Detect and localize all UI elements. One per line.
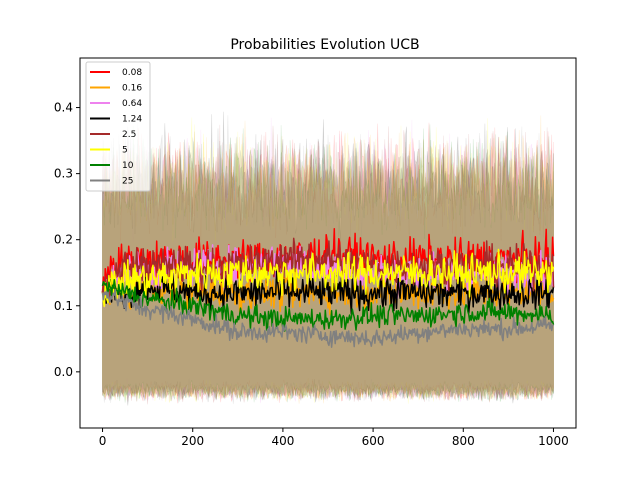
legend-label-0.08: 0.08 — [122, 68, 142, 78]
legend-label-0.64: 0.64 — [122, 99, 142, 109]
y-tick-label: 0.4 — [54, 101, 73, 115]
x-axis: 0 200 400 600 800 1000 — [99, 428, 569, 448]
legend-label-2.5: 2.5 — [122, 130, 136, 140]
y-tick-label: 0.1 — [54, 299, 73, 313]
y-tick-label: 0.3 — [54, 167, 73, 181]
x-tick-label: 0 — [99, 434, 107, 448]
x-tick-label: 600 — [362, 434, 385, 448]
x-tick-label: 200 — [181, 434, 204, 448]
plot-frame — [79, 57, 577, 429]
x-tick-label: 800 — [452, 434, 475, 448]
y-tick-label: 0.2 — [54, 233, 73, 247]
legend-label-0.16: 0.16 — [122, 84, 142, 94]
series-lines — [101, 227, 555, 348]
legend-box — [85, 61, 151, 192]
legend-label-5: 5 — [122, 146, 128, 156]
series-line-10 — [101, 278, 555, 332]
y-axis: 0.0 0.1 0.2 0.3 0.4 — [54, 101, 80, 379]
series-line-5 — [101, 248, 555, 307]
legend-label-25: 25 — [122, 177, 133, 187]
x-tick-label: 1000 — [538, 434, 569, 448]
legend-label-10: 10 — [122, 161, 134, 171]
legend-label-1.24: 1.24 — [122, 115, 142, 125]
chart-title: Probabilities Evolution UCB — [230, 37, 419, 53]
legend: 0.08 0.16 0.64 1.24 2.5 5 10 25 — [85, 61, 151, 192]
y-tick-label: 0.0 — [54, 365, 73, 379]
x-tick-label: 400 — [271, 434, 294, 448]
series-line-25 — [101, 288, 555, 348]
